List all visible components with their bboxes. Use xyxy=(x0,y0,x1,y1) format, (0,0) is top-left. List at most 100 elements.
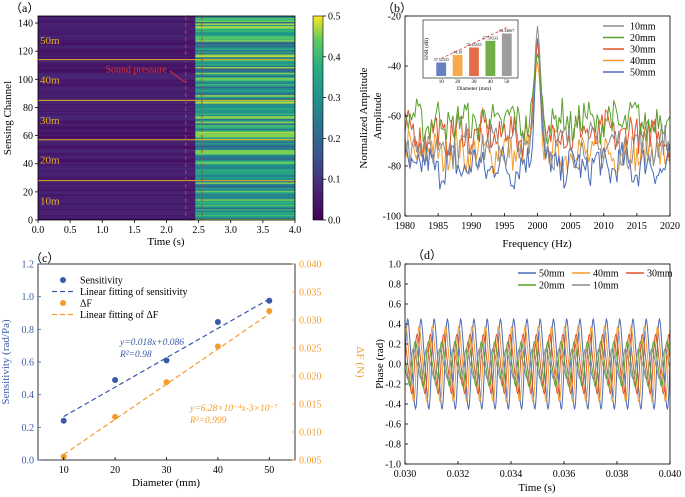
phase-xlabel: Time (s) xyxy=(518,482,556,494)
left-ytick-label: 1.2 xyxy=(22,260,35,271)
legend-label: Sensitivity xyxy=(80,276,123,287)
sensitivity-xtick-label: 20 xyxy=(110,465,120,476)
inset-bar-value: 51.43333 xyxy=(467,42,482,47)
heatmap-row-response xyxy=(195,89,295,91)
r-squared-text: R²=0.98 xyxy=(119,350,152,360)
heatmap-row-response xyxy=(195,159,295,162)
sensitivity-xlabel: Diameter (mm) xyxy=(132,477,200,489)
heatmap-row-baseline xyxy=(38,16,196,18)
heatmap-row-baseline xyxy=(38,45,196,48)
heatmap-row-baseline xyxy=(38,212,196,215)
inset-category-label: 20 xyxy=(455,80,461,85)
phase-ytick-label: -0.8 xyxy=(385,440,401,451)
left-ytick-label: 0.8 xyxy=(22,325,35,336)
heatmap-row-baseline xyxy=(38,59,196,62)
phase-ytick-label: 1.0 xyxy=(389,260,402,271)
heatmap-row-baseline xyxy=(38,160,196,163)
heatmap-row-baseline xyxy=(38,99,196,101)
legend-label-30mm: 30mm xyxy=(647,269,673,280)
sensitivity-xtick-label: 50 xyxy=(264,465,274,476)
phase-ylabel: Phase (rad) xyxy=(374,339,386,389)
spectrum-ytick-label: -100 xyxy=(383,212,401,223)
heatmap-row-baseline xyxy=(38,23,196,25)
heatmap-row-response xyxy=(195,211,295,214)
heatmap-row-baseline xyxy=(38,87,196,90)
phase-xtick-label: 0.040 xyxy=(659,469,682,480)
heatmap-row-baseline xyxy=(38,82,196,84)
heatmap-row-baseline xyxy=(38,152,196,155)
heatmap-row-baseline xyxy=(38,215,196,218)
phase-ytick-label: 0.6 xyxy=(389,300,402,311)
heatmap-row-response xyxy=(195,31,295,34)
panel-d-label: （d） xyxy=(412,248,442,262)
heatmap-row-baseline xyxy=(38,80,196,83)
heatmap-row-response xyxy=(195,207,295,210)
heatmap-row-baseline xyxy=(38,153,196,156)
heatmap-row-baseline xyxy=(38,218,196,220)
legend-label: Linear fitting of ΔF xyxy=(80,310,159,321)
heatmap-row-response xyxy=(195,37,295,39)
heatmap-row-baseline xyxy=(38,66,196,69)
heatmap-row-response xyxy=(195,179,295,182)
heatmap-row-response xyxy=(195,75,295,77)
heatmap-row-baseline xyxy=(38,52,196,55)
heatmap-row-baseline xyxy=(38,217,196,219)
scatter-point-left xyxy=(112,376,119,383)
heatmap-row-baseline xyxy=(38,91,196,94)
legend-label-20mm: 20mm xyxy=(630,33,656,44)
heatmap-row-response xyxy=(195,182,295,184)
phase-xtick-label: 0.036 xyxy=(553,469,576,480)
heatmap-row-response xyxy=(195,83,295,86)
heatmap-row-baseline xyxy=(38,120,196,122)
heatmap-row-response xyxy=(195,122,295,125)
heatmap-row-response xyxy=(195,163,295,166)
heatmap-row-baseline xyxy=(38,39,196,42)
panel-b: （b） 1980 1985 1990 1995 2000 2005 2010 2015 2020… xyxy=(372,1,680,250)
heatmap-ytick-label: 80 xyxy=(23,103,33,114)
heatmap-ytick-label: 60 xyxy=(23,131,33,142)
scatter-point-left xyxy=(266,297,273,304)
inset-bar-30 xyxy=(469,47,479,76)
heatmap-row-response xyxy=(195,20,295,23)
heatmap-row-baseline xyxy=(38,24,196,27)
heatmap-row-response xyxy=(195,153,295,156)
heatmap-row-response xyxy=(195,66,295,69)
heatmap-row-baseline xyxy=(38,166,196,169)
right-ytick-label: 0.020 xyxy=(299,372,322,383)
heatmap-row-baseline xyxy=(38,174,196,177)
heatmap-row-baseline xyxy=(38,18,196,21)
spectrum-line-20mm xyxy=(405,53,670,145)
inset-bar-10 xyxy=(436,62,447,76)
colorbar-tick-label: 0.3 xyxy=(328,93,341,104)
heatmap-row-baseline xyxy=(38,127,196,129)
scatter-point-right xyxy=(214,343,221,350)
heatmap-row-response xyxy=(195,141,295,144)
heatmap-row-response xyxy=(195,58,295,61)
phase-ytick-label: -1.0 xyxy=(385,460,401,471)
heatmap-row-baseline xyxy=(38,110,196,113)
heatmap-row-response xyxy=(195,117,295,120)
spectrum-ytick-label: -40 xyxy=(388,62,401,73)
heatmap-xtick-label: 4.0 xyxy=(289,225,302,236)
heatmap-row-response xyxy=(195,214,295,217)
heatmap-row-baseline xyxy=(38,79,196,82)
panel-c-label: （c） xyxy=(30,251,59,265)
inset-category-label: 10 xyxy=(439,80,445,85)
spectrum-xtick-label: 1980 xyxy=(395,221,415,232)
left-ytick-label: 0.4 xyxy=(22,390,35,401)
spectrum-ytick-label: -80 xyxy=(388,162,401,173)
colorbar xyxy=(312,15,324,221)
heatmap-row-response xyxy=(195,79,295,82)
phase-legend: 50mm 40mm 30mm 20mm 10mm xyxy=(518,269,673,292)
heatmap-row-response xyxy=(195,136,295,139)
heatmap-row-baseline xyxy=(38,201,196,204)
heatmap-row-baseline xyxy=(38,193,196,196)
heatmap-grid xyxy=(38,16,295,220)
colorbar-label: Normalized Amplitude xyxy=(358,67,370,168)
heatmap-row-baseline xyxy=(38,31,196,34)
heatmap-row-baseline xyxy=(38,182,196,184)
phase-line-30mm xyxy=(405,334,670,395)
heatmap-row-baseline xyxy=(38,77,196,80)
